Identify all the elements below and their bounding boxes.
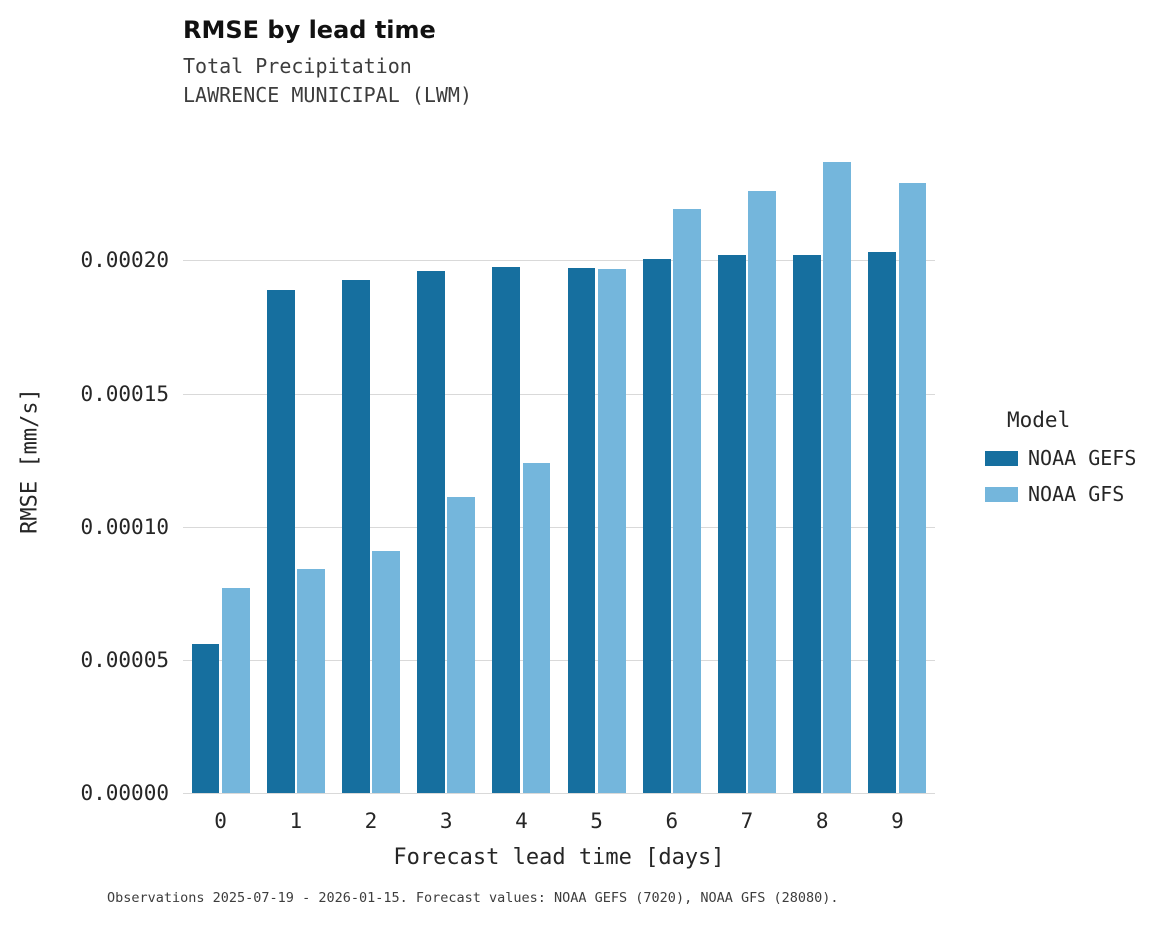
- legend-swatch-icon: [985, 486, 1018, 502]
- bar-noaa-gfs: [296, 569, 325, 793]
- y-tick-label: 0.00010: [80, 514, 169, 539]
- y-tick-label: 0.00000: [80, 781, 169, 805]
- x-tick-label: 0: [214, 809, 227, 833]
- legend: Model NOAA GEFS NOAA GFS: [985, 408, 1136, 518]
- bar-noaa-gefs: [868, 251, 897, 793]
- x-tick-label: 2: [364, 809, 378, 833]
- bar-noaa-gfs: [672, 208, 701, 793]
- chart-subtitle-station: LAWRENCE MUNICIPAL (LWM): [183, 83, 472, 107]
- bar-group: [258, 130, 333, 793]
- gridline: [183, 260, 935, 262]
- y-tick-label: 0.00005: [80, 647, 169, 672]
- bar-noaa-gfs: [221, 587, 250, 793]
- x-tick-label: 8: [815, 809, 829, 833]
- bar-noaa-gfs: [823, 161, 852, 793]
- legend-items: NOAA GEFS NOAA GFS: [985, 446, 1136, 506]
- legend-label: NOAA GFS: [1028, 482, 1125, 506]
- bar-noaa-gfs: [748, 191, 776, 793]
- bar-noaa-gefs: [266, 289, 295, 793]
- legend-item: NOAA GFS: [985, 482, 1136, 506]
- bar-group: [709, 130, 784, 793]
- bar-noaa-gefs: [342, 280, 370, 793]
- bar-noaa-gfs: [372, 550, 400, 793]
- chart-subtitle-variable: Total Precipitation: [183, 54, 412, 78]
- bar-group: [860, 130, 935, 793]
- x-tick-label: 3: [439, 809, 453, 833]
- y-tick-label: 0.00015: [80, 381, 169, 406]
- legend-item: NOAA GEFS: [985, 446, 1136, 470]
- legend-label: NOAA GEFS: [1028, 446, 1137, 470]
- chart-title: RMSE by lead time: [183, 16, 436, 44]
- title-block: RMSE by lead time Total Precipitation LA…: [183, 16, 472, 110]
- x-tick-label: 1: [289, 809, 303, 833]
- bar-noaa-gfs: [522, 462, 551, 793]
- bar-noaa-gefs: [642, 259, 671, 793]
- bar-noaa-gfs: [898, 183, 927, 793]
- bar-group: [785, 130, 860, 793]
- legend-title: Model: [1007, 408, 1071, 432]
- x-tick-label: 6: [665, 809, 679, 833]
- bar-group: [333, 130, 408, 793]
- x-tick-label: 7: [740, 809, 754, 833]
- bar-noaa-gfs: [597, 269, 626, 793]
- x-tick-label: 4: [515, 809, 528, 833]
- bar-group: [559, 130, 634, 793]
- gridline: [183, 393, 935, 395]
- bar-group: [183, 130, 258, 793]
- bar-noaa-gefs: [417, 270, 446, 793]
- x-axis-title: Forecast lead time [days]: [393, 845, 725, 870]
- gridline: [183, 526, 935, 528]
- bar-noaa-gefs: [793, 254, 822, 793]
- bar-noaa-gefs: [492, 266, 521, 793]
- bar-noaa-gefs: [567, 267, 596, 793]
- bar-group: [409, 130, 484, 793]
- bar-noaa-gefs: [191, 643, 220, 793]
- x-tick-label: 5: [590, 809, 603, 833]
- y-axis-title: RMSE [mm/s]: [17, 388, 43, 534]
- bar-noaa-gefs: [718, 255, 746, 793]
- bar-group: [634, 130, 709, 793]
- gridline: [183, 793, 935, 794]
- bar-noaa-gfs: [447, 497, 476, 793]
- gridline: [183, 659, 935, 661]
- plot-area: 0.00000 0.00005 0.00010 0.00015 0.00020 0 1 2 3 4…: [80, 130, 935, 833]
- caption: Observations 2025-07-19 - 2026-01-15. Fo…: [107, 890, 839, 906]
- bar-group: [484, 130, 559, 793]
- legend-swatch-icon: [985, 450, 1018, 466]
- y-tick-label: 0.00020: [80, 248, 169, 273]
- x-tick-label: 9: [891, 809, 904, 833]
